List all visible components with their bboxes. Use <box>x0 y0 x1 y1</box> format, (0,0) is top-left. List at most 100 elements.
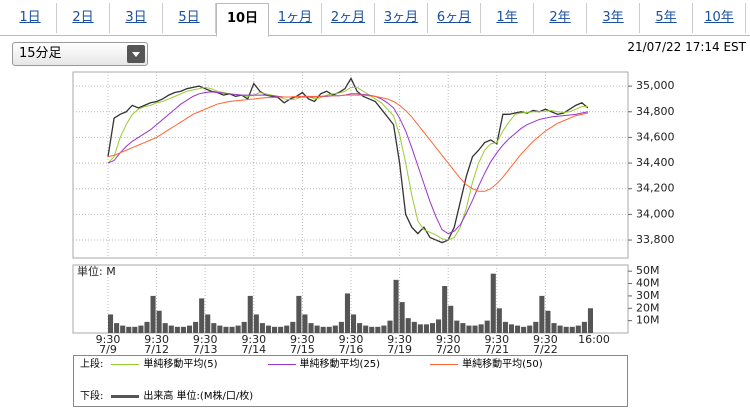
volume-bar <box>302 314 308 333</box>
volume-bar <box>533 321 539 333</box>
period-tab[interactable]: 1日 <box>4 3 57 33</box>
volume-bar <box>515 325 521 333</box>
legend-row: 上段: 単純移動平均(5) 単純移動平均(25) 単純移動平均(50) <box>80 358 543 372</box>
legend-swatch <box>267 363 296 365</box>
volume-bar <box>508 324 515 333</box>
volume-bar <box>405 318 411 333</box>
volume-bar <box>205 314 211 333</box>
x-sublabel: 7/16 <box>339 343 364 356</box>
volume-bar <box>423 324 429 333</box>
volume-bar <box>217 325 223 333</box>
volume-bar <box>174 326 180 333</box>
period-tab[interactable]: 5日 <box>163 3 216 33</box>
volume-bar <box>223 326 229 333</box>
volume-bar <box>557 325 563 333</box>
volume-bar <box>478 324 484 333</box>
volume-bar <box>247 295 253 333</box>
volume-bar <box>108 314 114 333</box>
volume-bar <box>114 323 120 333</box>
y-tick-label: 10M <box>636 314 660 327</box>
y-tick-label: 50M <box>636 264 660 277</box>
x-tick-label: 9:30 <box>533 333 558 346</box>
period-tab[interactable]: 6ヶ月 <box>428 3 481 33</box>
x-tick-label: 9:30 <box>96 333 121 346</box>
volume-bar <box>454 320 460 333</box>
volume-bar <box>429 323 436 333</box>
volume-bar <box>344 293 350 333</box>
y-tick-label: 40M <box>636 277 660 290</box>
volume-bar <box>168 325 174 333</box>
volume-bar <box>308 323 314 333</box>
volume-bar <box>272 326 278 333</box>
legend-text: 単純移動平均(5) <box>143 359 218 370</box>
volume-bar <box>144 321 150 333</box>
period-tab[interactable]: 1年 <box>481 3 534 33</box>
legend-text: 単純移動平均(25) <box>299 359 381 370</box>
unit-label: 単位: M <box>77 264 116 278</box>
volume-bar <box>357 323 363 333</box>
volume-bar <box>338 321 344 333</box>
volume-bar <box>259 323 265 333</box>
legend-row: 下段: 出来高 単位:(M株/口/枚) <box>80 390 253 404</box>
volume-bar <box>126 326 132 333</box>
period-tab[interactable]: 2日 <box>57 3 110 33</box>
y-tick-label: 34,200 <box>636 182 675 195</box>
x-sublabel: 7/22 <box>533 343 558 356</box>
interval-select[interactable]: 15分足 <box>12 42 148 66</box>
y-tick-label: 20M <box>636 301 660 314</box>
volume-bar <box>442 286 448 333</box>
volume-bar <box>466 325 472 333</box>
volume-bar <box>375 326 381 333</box>
volume-bar <box>265 325 272 333</box>
volume-bar <box>332 325 338 333</box>
period-tab[interactable]: 1ヶ月 <box>269 3 322 33</box>
volume-bar <box>569 326 575 333</box>
legend-swatch <box>111 363 140 365</box>
volume-bar <box>241 321 247 333</box>
volume-bar <box>575 325 581 333</box>
period-tab[interactable]: 5年 <box>640 3 693 33</box>
period-tab[interactable]: 3日 <box>110 3 163 33</box>
x-sublabel: 7/14 <box>241 343 266 356</box>
volume-bar <box>320 326 326 333</box>
x-tick-label: 9:30 <box>144 333 169 346</box>
y-tick-label: 33,800 <box>636 233 675 246</box>
volume-bar <box>156 310 162 333</box>
volume-bar <box>229 326 235 333</box>
period-tabs: 1日 2日 3日 5日 10日 1ヶ月 2ヶ月 3ヶ月 6ヶ月 1年 2年 3年 5年 10年 <box>0 0 750 37</box>
volume-bar <box>539 295 545 333</box>
x-sublabel: 7/19 <box>387 343 412 356</box>
period-tab[interactable]: 3ヶ月 <box>375 3 428 33</box>
volume-bar <box>193 321 199 333</box>
period-tab[interactable]: 10年 <box>693 3 746 33</box>
period-tab[interactable]: 10日 <box>216 3 269 37</box>
volume-bar <box>393 279 399 333</box>
volume-bar <box>290 321 296 333</box>
volume-bar <box>563 326 569 333</box>
y-tick-label: 34,000 <box>636 207 675 220</box>
x-sublabel: 7/12 <box>144 343 169 356</box>
volume-bar <box>551 323 557 333</box>
volume-bar <box>496 308 502 333</box>
period-tab[interactable]: 2ヶ月 <box>322 3 375 33</box>
legend-swatch <box>430 363 459 365</box>
volume-bar <box>162 323 168 333</box>
legend: 上段: 単純移動平均(5) 単純移動平均(25) 単純移動平均(50) 下段: 出来高 単… <box>73 355 628 407</box>
period-tab[interactable]: 3年 <box>587 3 640 33</box>
volume-bar <box>545 310 551 333</box>
volume-bar <box>284 325 290 333</box>
volume-bar <box>381 325 387 333</box>
period-tab[interactable]: 2年 <box>534 3 587 33</box>
volume-bar <box>314 325 320 333</box>
ma-line <box>107 91 589 235</box>
volume-bar <box>587 308 593 333</box>
x-tick-label: 9:30 <box>339 333 364 346</box>
volume-bar <box>351 314 357 333</box>
volume-bar <box>186 325 193 333</box>
volume-bar <box>363 325 369 333</box>
volume-bar <box>472 325 478 333</box>
x-sublabel: 7/15 <box>290 343 315 356</box>
volume-bar <box>180 326 186 333</box>
timestamp: 21/07/22 17:14 EST <box>627 40 746 54</box>
